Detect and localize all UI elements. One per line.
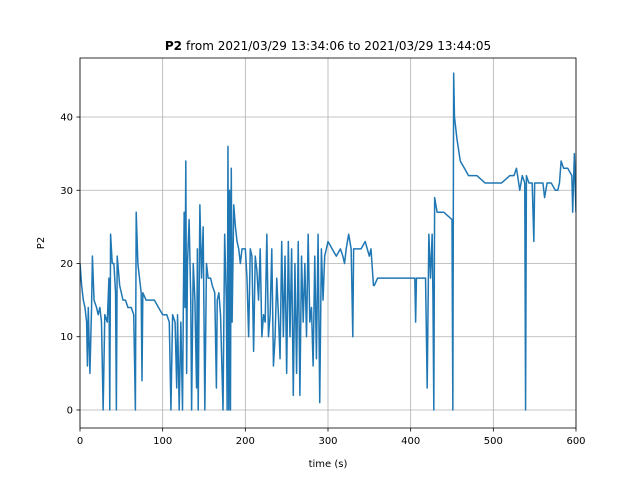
x-tick-label: 100 [153, 436, 172, 447]
x-tick-label: 600 [566, 436, 585, 447]
title-rest: from 2021/03/29 13:34:06 to 2021/03/29 1… [186, 39, 491, 53]
x-tick-label: 0 [77, 436, 83, 447]
y-axis-label: P2 [36, 237, 47, 249]
grid [79, 58, 577, 428]
y-tick-label: 30 [60, 186, 73, 197]
x-tick-label: 200 [236, 436, 255, 447]
y-tick-label: 0 [67, 405, 73, 416]
ticks: 0 100 200 300 400 500 600 0 10 20 30 40 [60, 113, 585, 447]
x-tick-label: 500 [484, 436, 503, 447]
y-tick-label: 40 [60, 113, 73, 124]
y-tick-label: 20 [60, 259, 73, 270]
plot [80, 72, 576, 411]
title-bold: P2 [165, 39, 182, 53]
x-tick-label: 400 [401, 436, 420, 447]
chart-title: P2 from 2021/03/29 13:34:06 to 2021/03/29… [165, 39, 491, 53]
data-line [80, 72, 576, 411]
y-tick-label: 10 [60, 332, 73, 343]
x-axis-label: time (s) [309, 459, 348, 470]
x-tick-label: 300 [318, 436, 337, 447]
